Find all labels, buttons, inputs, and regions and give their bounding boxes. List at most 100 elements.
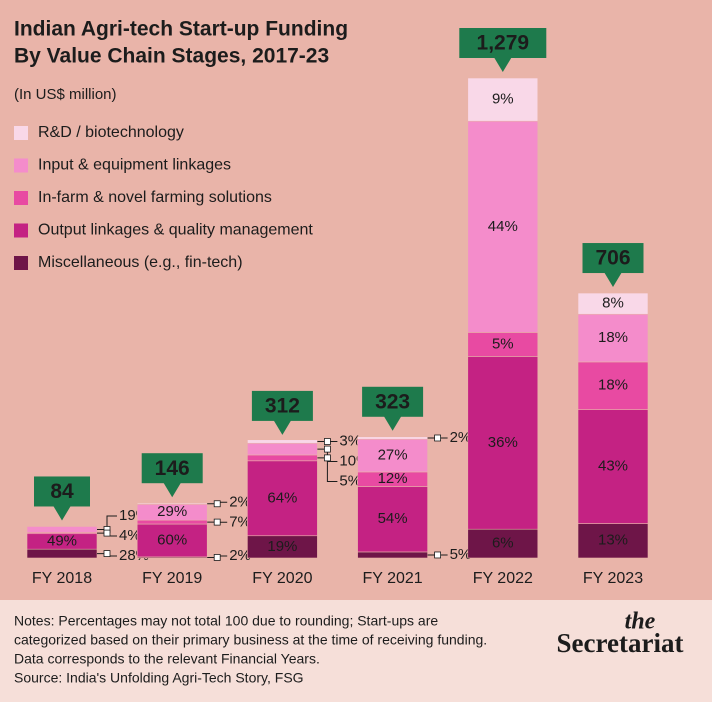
data-label: 60% (157, 531, 187, 548)
x-tick-label: FY 2020 (252, 570, 312, 587)
legend-swatch (14, 158, 28, 173)
chart-title: Indian Agri-tech Start-up Funding (14, 18, 348, 41)
data-label: 5% (339, 472, 361, 489)
legend-swatch (14, 191, 28, 205)
total-badge-pointer (163, 482, 182, 498)
bar-segment (577, 361, 649, 410)
data-label: 8% (602, 295, 624, 312)
data-label: 64% (267, 489, 297, 506)
legend-swatch (14, 126, 28, 140)
bar-segment (467, 332, 539, 357)
bar-segment (577, 409, 649, 524)
total-badge (251, 390, 313, 421)
leader-dot (213, 500, 221, 508)
total-badge (141, 453, 203, 484)
leader-dot (103, 550, 111, 557)
total-badge (34, 476, 90, 507)
data-label: 5% (492, 335, 514, 352)
leader-dot (213, 554, 221, 561)
total-badge (362, 386, 424, 417)
leader-line (317, 457, 338, 482)
total-badge-pointer (383, 415, 402, 431)
brand: the (625, 609, 656, 635)
total-label: 323 (375, 390, 410, 413)
data-label: 54% (378, 510, 408, 527)
leader-dot (213, 518, 221, 526)
total-badge-pointer (273, 419, 292, 435)
bar-segment (247, 442, 318, 456)
x-tick-label: FY 2023 (583, 570, 643, 587)
total-badge (582, 243, 644, 274)
chart-title: By Value Chain Stages, 2017-23 (14, 45, 329, 68)
legend-label: Miscellaneous (e.g., fin-tech) (38, 254, 243, 271)
x-tick-label: FY 2018 (32, 570, 92, 587)
bar-segment (577, 292, 649, 315)
x-tick-label: FY 2021 (362, 570, 422, 587)
bar-segment (467, 120, 539, 333)
leader-line (97, 515, 117, 530)
bar-segment (136, 502, 208, 505)
leader-dot (323, 438, 331, 445)
total-label: 1,279 (477, 32, 530, 55)
data-label: 2% (229, 493, 251, 510)
bar-segment (247, 460, 318, 537)
bar-segment (357, 486, 428, 553)
bar-segment (247, 454, 318, 462)
bar-segment (136, 519, 208, 525)
data-label: 2% (229, 547, 251, 564)
bar-segment (357, 436, 428, 440)
total-badge (459, 28, 547, 58)
data-label: 6% (492, 535, 514, 552)
total-badge-pointer (53, 505, 71, 521)
total-label: 312 (265, 394, 300, 417)
legend-swatch (14, 256, 28, 270)
footer-panel (0, 600, 712, 702)
chart-subtitle: (In US$ million) (14, 86, 117, 103)
data-label: 12% (378, 470, 408, 487)
x-tick-label: FY 2019 (142, 570, 202, 587)
note: categorized based on their primary busin… (14, 632, 487, 648)
leader-dot (434, 551, 442, 559)
data-label: 49% (47, 532, 77, 549)
legend-label: In-farm & novel farming solutions (38, 189, 272, 206)
total-label: 84 (50, 480, 74, 503)
bar-segment (467, 528, 539, 559)
data-label: 9% (492, 91, 514, 108)
data-label: 44% (488, 218, 518, 235)
bar-segment (467, 77, 539, 122)
data-label: 29% (157, 503, 187, 520)
leader-dot (323, 454, 331, 462)
bar-segment (247, 439, 318, 444)
total-label: 146 (155, 457, 190, 480)
data-label: 7% (229, 513, 251, 530)
data-label: 19% (267, 538, 297, 555)
brand: Secretariat (557, 628, 684, 658)
leader-dot (434, 434, 442, 442)
total-badge-pointer (493, 57, 512, 72)
total-badge-pointer (604, 272, 622, 288)
bar-segment (577, 523, 649, 559)
legend-swatch (14, 223, 28, 238)
data-label: 3% (339, 432, 361, 449)
legend-label: Output linkages & quality management (38, 222, 313, 239)
leader-dot (323, 445, 331, 453)
legend-label: R&D / biotechnology (38, 124, 184, 141)
data-label: 18% (598, 329, 628, 346)
x-tick-label: FY 2022 (473, 570, 533, 587)
data-label: 27% (378, 447, 408, 464)
data-label: 2% (450, 429, 472, 446)
total-label: 706 (595, 247, 630, 270)
bar-segment (26, 526, 98, 533)
note: Data corresponds to the relevant Financi… (14, 651, 320, 667)
data-label: 36% (488, 434, 518, 451)
note: Notes: Percentages may not total 100 due… (14, 613, 438, 629)
data-label: 18% (598, 377, 628, 394)
bar-segment (467, 356, 539, 530)
data-label: 4% (119, 527, 141, 544)
data-label: 5% (450, 546, 472, 563)
legend-label: Input & equipment linkages (38, 157, 231, 174)
bar-segment (357, 438, 428, 473)
source: Source: India's Unfolding Agri-Tech Stor… (14, 670, 304, 686)
data-label: 43% (598, 458, 628, 475)
